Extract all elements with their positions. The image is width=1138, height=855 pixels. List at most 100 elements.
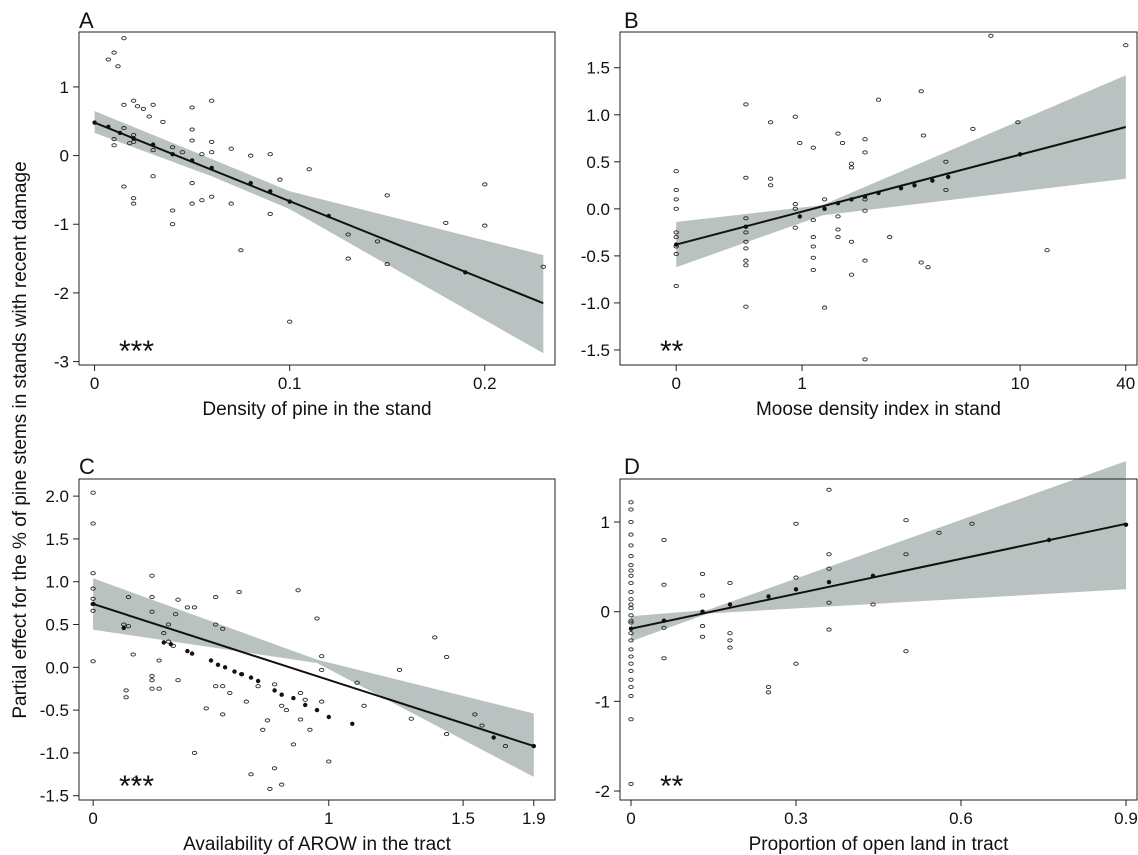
data-point (295, 588, 301, 593)
data-point (628, 543, 634, 548)
y-tick-label: -1 (54, 215, 69, 234)
fit-line (675, 126, 1127, 246)
y-tick-label: 1.0 (45, 573, 69, 592)
fit-point (121, 625, 127, 631)
fit-point (255, 678, 261, 684)
data-point (150, 148, 156, 153)
data-point (279, 782, 285, 787)
data-point (628, 647, 634, 652)
data-point (743, 175, 749, 180)
y-tick-label: -1.5 (581, 341, 610, 360)
data-point (345, 232, 351, 237)
data-point (628, 781, 634, 786)
y-tick-label: 0 (601, 603, 610, 622)
data-point (297, 690, 304, 696)
data-point (848, 272, 855, 277)
data-point (132, 776, 139, 781)
data-point (140, 106, 147, 111)
data-point (743, 258, 749, 263)
data-point (396, 667, 403, 672)
data-point (213, 622, 219, 627)
data-point (130, 652, 136, 657)
plot-frame (78, 478, 556, 801)
data-point (767, 183, 774, 188)
data-point (432, 635, 438, 640)
data-point (628, 618, 634, 623)
data-point (628, 668, 634, 673)
data-point (903, 649, 909, 654)
data-point (628, 620, 634, 625)
data-point (628, 507, 634, 512)
data-point (848, 165, 855, 170)
fit-point (674, 242, 679, 247)
y-tick-label: 2.0 (45, 487, 69, 506)
x-tick-label: 1 (797, 374, 806, 393)
data-point (810, 218, 816, 223)
data-point (765, 690, 772, 695)
data-point (90, 586, 96, 591)
y-tick-label: 1 (60, 78, 69, 97)
data-point (936, 530, 942, 535)
data-point (661, 625, 667, 630)
y-tick-label: -3 (54, 353, 69, 372)
significance-marker: ** (660, 770, 684, 803)
panel-c: C 0 1 1.5 1.9 2.0 1.5 1.0 0.5 0.0 -0.5 -1.0 -1.5 Avai… (40, 454, 556, 855)
data-point (290, 742, 297, 747)
data-point (628, 717, 634, 722)
x-tick-label: 0 (88, 809, 97, 828)
fit-point (131, 136, 136, 141)
fit-point (1123, 522, 1129, 527)
data-point (826, 487, 832, 492)
data-point (90, 659, 96, 664)
y-tick-label: -0.5 (40, 701, 69, 720)
data-point (628, 684, 634, 690)
data-point (673, 197, 679, 202)
data-point (345, 256, 351, 261)
data-point (156, 658, 162, 663)
data-point (105, 57, 111, 62)
fit-point (161, 640, 166, 645)
fit-point (279, 692, 284, 697)
y-tick-label: -1.0 (581, 294, 610, 313)
data-point (1015, 120, 1021, 125)
data-point (169, 208, 176, 213)
data-point (319, 699, 325, 704)
data-point (314, 616, 320, 621)
x-axis-label: Density of pine in the stand (202, 399, 431, 420)
data-point (502, 744, 509, 749)
fit-point (248, 180, 253, 186)
data-point (699, 571, 706, 577)
data-point (149, 609, 155, 614)
fit-point (189, 158, 195, 163)
data-point (870, 602, 876, 607)
data-point (826, 627, 832, 632)
data-point (267, 152, 273, 157)
fit-point (531, 743, 536, 749)
data-point (792, 202, 798, 207)
data-point (628, 693, 634, 699)
data-point (319, 654, 325, 659)
data-point (267, 211, 273, 216)
data-point (628, 606, 634, 611)
x-tick-label: 0.2 (473, 374, 497, 393)
data-point (115, 64, 121, 69)
data-point (628, 519, 634, 525)
data-point (279, 703, 285, 708)
y-tick-label: 0.5 (586, 153, 610, 172)
data-point (821, 197, 828, 202)
data-point (743, 216, 749, 221)
data-point (673, 169, 679, 174)
data-point (673, 251, 679, 257)
data-point (189, 138, 195, 143)
x-tick-label: 0.6 (949, 809, 973, 828)
data-point (826, 600, 832, 605)
data-point (835, 235, 841, 240)
fit-point (870, 573, 876, 578)
data-point (835, 227, 841, 232)
data-point (943, 187, 949, 193)
data-point (228, 201, 234, 206)
x-tick-label: 10 (1011, 374, 1030, 393)
data-point (743, 246, 749, 251)
panel-label: B (624, 8, 639, 33)
fit-point (314, 707, 320, 713)
